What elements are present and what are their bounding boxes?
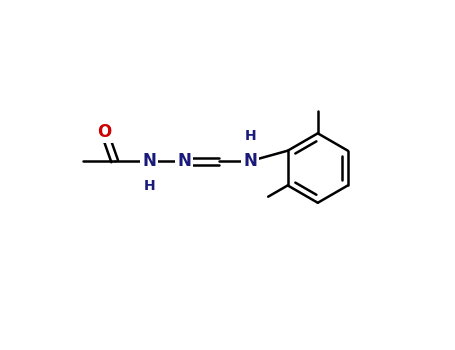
- Text: H: H: [144, 179, 155, 193]
- Text: N: N: [243, 152, 257, 170]
- Text: N: N: [142, 152, 157, 170]
- Text: O: O: [97, 122, 111, 141]
- Text: N: N: [177, 152, 191, 170]
- Text: H: H: [244, 129, 256, 143]
